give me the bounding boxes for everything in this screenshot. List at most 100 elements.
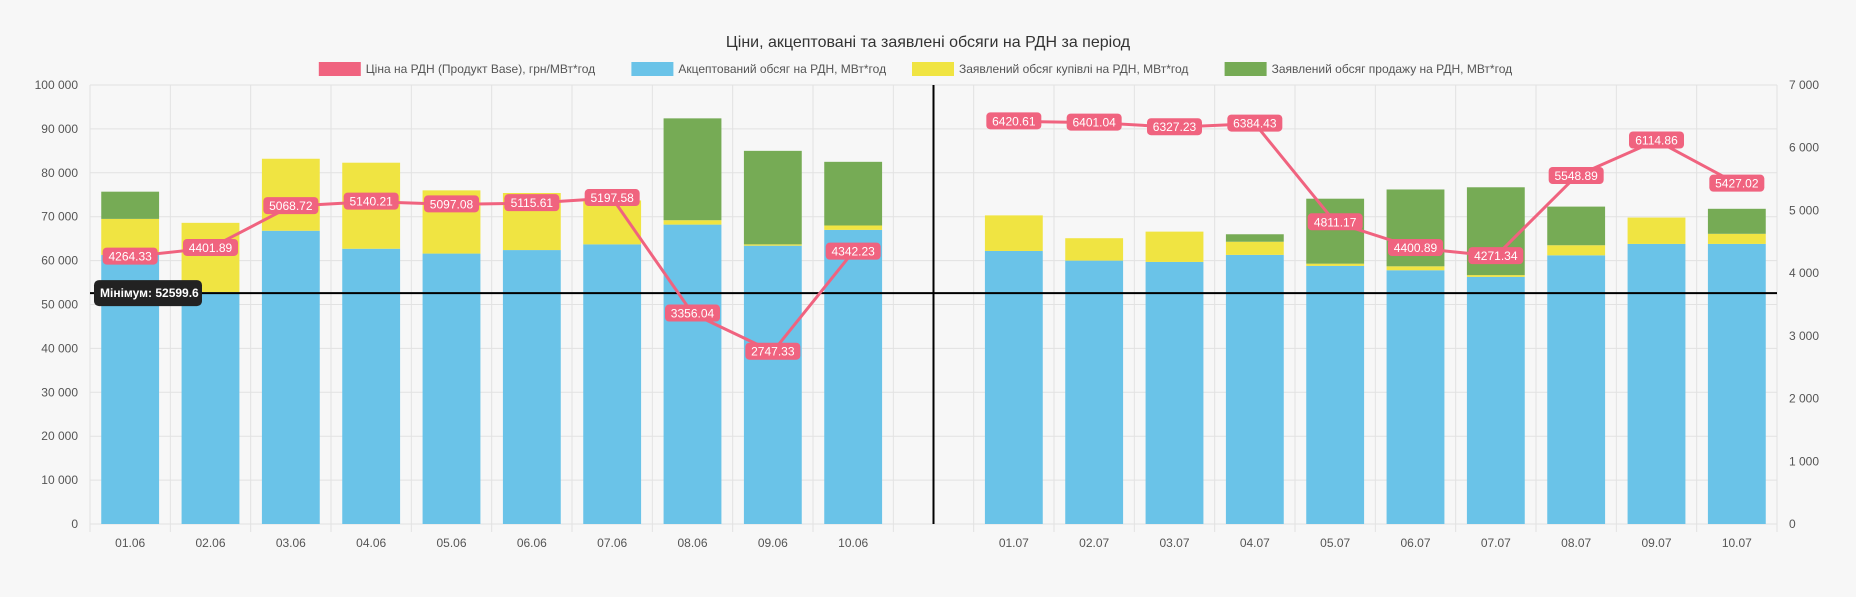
chart-title: Ціни, акцептовані та заявлені обсяги на … xyxy=(726,34,1131,51)
bar-segment-series-0 xyxy=(583,244,642,524)
price-data-label: 4400.89 xyxy=(1394,241,1438,255)
bar-segment-series-1 xyxy=(1145,231,1204,262)
chart-reference-lines xyxy=(90,85,1777,524)
price-data-label: 3356.04 xyxy=(671,307,715,321)
x-tick-label: 09.06 xyxy=(758,536,788,550)
x-tick-label: 04.06 xyxy=(356,536,386,550)
x-tick-label: 08.06 xyxy=(677,536,707,550)
x-tick-label: 04.07 xyxy=(1240,536,1270,550)
bar-segment-series-0 xyxy=(984,250,1043,524)
y-right-tick-label: 4 000 xyxy=(1789,266,1819,280)
legend-swatch xyxy=(1224,62,1267,76)
price-data-label: 6401.04 xyxy=(1072,116,1116,130)
price-data-label: 4342.23 xyxy=(831,245,875,259)
y-right-tick-label: 3 000 xyxy=(1789,329,1819,343)
bar-segment-series-0 xyxy=(743,245,802,524)
y-left-tick-label: 50 000 xyxy=(41,298,78,312)
x-tick-label: 06.07 xyxy=(1400,536,1430,550)
bar-segment-series-0 xyxy=(1225,254,1284,524)
price-line-series xyxy=(130,119,1738,354)
price-data-label: 5197.58 xyxy=(590,191,634,205)
x-tick-label: 03.06 xyxy=(276,536,306,550)
bar-segment-series-1 xyxy=(261,158,320,231)
y-right-tick-label: 7 000 xyxy=(1789,78,1819,92)
bar-segment-series-1 xyxy=(1225,241,1284,255)
price-label-box xyxy=(1388,239,1443,257)
y-right-tick-label: 6 000 xyxy=(1789,141,1819,155)
price-label-box xyxy=(1227,114,1283,132)
legend-swatch xyxy=(912,62,954,76)
price-label-box xyxy=(504,194,560,212)
y-left-tick-label: 80 000 xyxy=(41,166,78,180)
y-right-tick-label: 0 xyxy=(1789,517,1796,531)
x-tick-label: 02.06 xyxy=(195,536,225,550)
legend-swatch xyxy=(318,62,361,76)
price-data-label: 6327.23 xyxy=(1153,120,1197,134)
price-data-label: 4271.34 xyxy=(1474,249,1518,263)
bar-segment-series-2 xyxy=(1547,206,1606,246)
x-tick-label: 08.07 xyxy=(1561,536,1591,550)
x-tick-label: 10.07 xyxy=(1722,536,1752,550)
price-label-box xyxy=(183,238,238,256)
bar-segment-series-0 xyxy=(1466,276,1525,524)
price-label-box xyxy=(986,112,1042,130)
bar-segment-series-0 xyxy=(1306,265,1365,524)
bar-segment-series-0 xyxy=(502,250,561,524)
x-tick-label: 10.06 xyxy=(838,536,868,550)
bar-segment-series-0 xyxy=(1547,255,1606,524)
price-data-label: 6420.61 xyxy=(992,114,1036,128)
y-left-tick-label: 40 000 xyxy=(41,341,78,355)
bar-segment-series-2 xyxy=(824,161,883,226)
price-data-label: 5068.72 xyxy=(269,199,313,213)
y-right-tick-label: 2 000 xyxy=(1789,392,1819,406)
y-right-tick-label: 1 000 xyxy=(1789,454,1819,468)
price-label-box xyxy=(665,304,720,322)
bar-segment-series-1 xyxy=(984,215,1043,251)
x-tick-label: 03.07 xyxy=(1159,536,1189,550)
price-data-label: 5140.21 xyxy=(349,195,393,209)
legend-swatch xyxy=(631,62,674,76)
price-data-label: 6384.43 xyxy=(1233,117,1277,131)
price-data-label: 6114.86 xyxy=(1635,134,1678,148)
minimum-label-box xyxy=(94,280,202,307)
bar-segment-series-0 xyxy=(342,248,401,524)
price-label-box xyxy=(102,247,158,265)
price-label-box xyxy=(263,197,319,215)
bar-segment-series-0 xyxy=(824,229,883,524)
y-left-tick-label: 20 000 xyxy=(41,429,78,443)
legend-label: Заявлений обсяг продажу на РДН, МВт*год xyxy=(1272,62,1513,76)
bar-segment-series-0 xyxy=(1065,260,1124,524)
price-data-label: 4401.89 xyxy=(189,241,233,255)
price-data-label: 5427.02 xyxy=(1715,177,1759,191)
x-tick-label: 07.06 xyxy=(597,536,627,550)
price-label-box xyxy=(745,342,801,360)
bar-segment-series-0 xyxy=(1145,261,1204,524)
bar-segment-series-1 xyxy=(1707,233,1766,244)
bar-segment-series-2 xyxy=(1707,208,1766,234)
chart-bars xyxy=(101,118,1766,525)
price-label-box xyxy=(343,192,399,210)
y-left-tick-label: 100 000 xyxy=(35,78,79,92)
price-label-box xyxy=(1629,131,1684,149)
bar-segment-series-1 xyxy=(743,244,802,246)
y-right-tick-label: 5 000 xyxy=(1789,203,1819,217)
price-label-box xyxy=(825,242,881,260)
price-data-label: 5097.08 xyxy=(430,197,474,211)
chart-legend: Ціна на РДН (Продукт Base), грн/МВт*год А… xyxy=(318,62,1513,76)
price-line-segment xyxy=(130,196,855,354)
legend-label: Акцептований обсяг на РДН, МВт*год xyxy=(678,62,886,76)
bar-segment-series-0 xyxy=(1627,243,1686,524)
x-tick-label: 01.07 xyxy=(999,536,1029,550)
bar-segment-series-1 xyxy=(1627,217,1686,244)
bar-segment-series-1 xyxy=(1547,245,1606,256)
x-tick-label: 05.06 xyxy=(436,536,466,550)
y-left-tick-label: 90 000 xyxy=(41,122,78,136)
legend-label: Ціна на РДН (Продукт Base), грн/МВт*год xyxy=(366,62,595,76)
x-tick-label: 05.07 xyxy=(1320,536,1350,550)
x-tick-label: 06.06 xyxy=(517,536,547,550)
y-left-tick-label: 0 xyxy=(71,517,78,531)
bar-segment-series-0 xyxy=(1386,270,1445,524)
bar-segment-series-0 xyxy=(1707,243,1766,524)
bar-segment-series-2 xyxy=(1306,198,1365,264)
bar-segment-series-1 xyxy=(824,225,883,230)
